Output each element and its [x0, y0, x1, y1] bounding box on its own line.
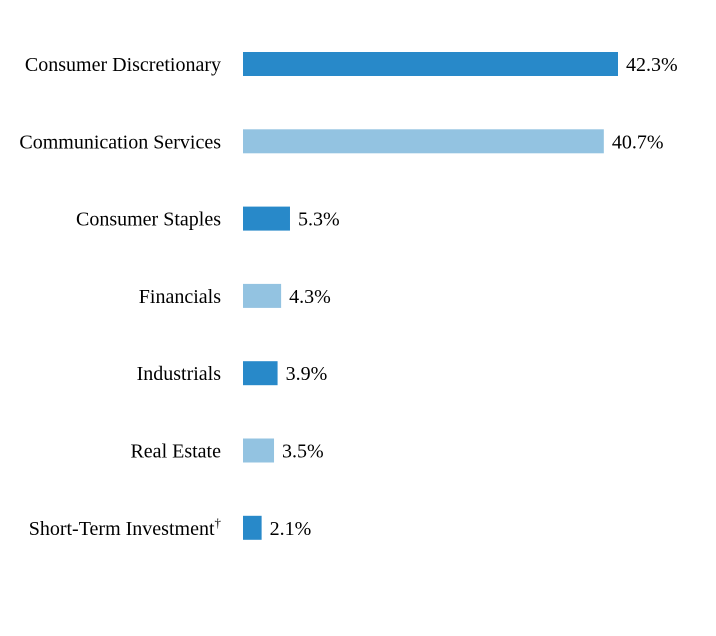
- value-label: 4.3%: [289, 286, 331, 308]
- category-label: Real Estate: [130, 441, 221, 463]
- value-label: 42.3%: [626, 54, 678, 76]
- value-label: 5.3%: [298, 209, 340, 231]
- category-label: Consumer Discretionary: [25, 54, 221, 76]
- category-label-text: Consumer Discretionary: [25, 54, 221, 76]
- bar: [243, 515, 262, 540]
- bar: [243, 361, 278, 386]
- category-label-text: Financials: [139, 286, 221, 308]
- category-label: Industrials: [137, 363, 222, 385]
- value-label: 40.7%: [612, 131, 664, 153]
- bar: [243, 283, 282, 308]
- category-label-text: Industrials: [137, 363, 222, 385]
- value-label: 3.9%: [286, 363, 328, 385]
- bar: [243, 52, 618, 76]
- category-label-text: Real Estate: [130, 441, 221, 463]
- category-label: Communication Services: [19, 131, 221, 153]
- value-label: 2.1%: [270, 518, 312, 540]
- category-label-text: Short-Term Investment: [29, 518, 215, 540]
- bar: [243, 206, 290, 231]
- bars-group: [243, 52, 618, 540]
- category-label-text: Communication Services: [19, 131, 221, 153]
- bar: [243, 438, 275, 463]
- category-footnote-mark: †: [215, 515, 222, 530]
- category-label-text: Consumer Staples: [76, 209, 221, 231]
- labels-group: Consumer Discretionary 42.3% Communication…: [19, 54, 677, 540]
- category-label: Consumer Staples: [76, 209, 221, 231]
- bar: [243, 129, 604, 154]
- category-label: Short-Term Investment†: [29, 515, 222, 540]
- value-label: 3.5%: [282, 441, 324, 463]
- category-label: Financials: [139, 286, 221, 308]
